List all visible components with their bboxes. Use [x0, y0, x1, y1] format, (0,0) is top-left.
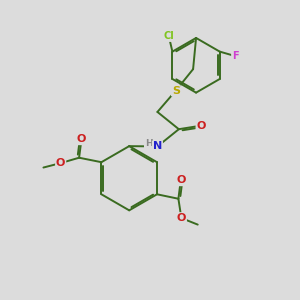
Text: O: O: [77, 134, 86, 144]
Text: Cl: Cl: [164, 31, 174, 41]
Text: O: O: [176, 175, 185, 185]
Text: O: O: [56, 158, 65, 168]
Text: S: S: [172, 85, 180, 96]
Text: F: F: [232, 51, 238, 61]
Text: N: N: [153, 141, 162, 152]
Text: O: O: [177, 213, 186, 223]
Text: H: H: [145, 139, 152, 148]
Text: O: O: [196, 121, 206, 130]
